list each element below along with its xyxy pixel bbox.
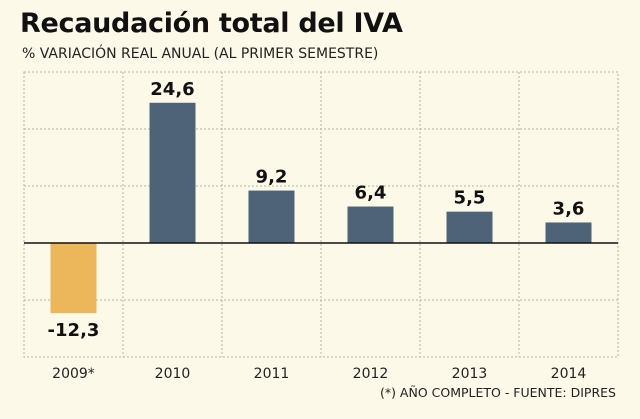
bar (149, 102, 196, 243)
bar-value-label: 24,6 (150, 79, 194, 100)
bar-value-label: 9,2 (256, 167, 288, 188)
chart-subtitle: % VARIACIÓN REAL ANUAL (AL PRIMER SEMEST… (22, 46, 379, 62)
bar (446, 211, 493, 243)
x-tick-label: 2009* (52, 366, 95, 382)
chart-title: Recaudación total del IVA (20, 8, 403, 39)
x-tick-label: 2011 (254, 366, 290, 382)
bar (50, 243, 97, 314)
bar-value-label: 6,4 (355, 183, 387, 204)
bar-value-label: -12,3 (48, 320, 100, 341)
bar (545, 222, 592, 243)
bar-value-label: 3,6 (553, 198, 585, 219)
x-tick-label: 2012 (353, 366, 389, 382)
x-tick-label: 2013 (452, 366, 488, 382)
x-tick-label: 2010 (155, 366, 191, 382)
chart-footnote: (*) AÑO COMPLETO - FUENTE: DIPRES (379, 385, 616, 400)
plot-border (23, 71, 619, 358)
bar-value-label: 5,5 (454, 188, 486, 209)
x-tick-label: 2014 (551, 366, 587, 382)
bar (248, 190, 295, 243)
bar (347, 206, 394, 243)
